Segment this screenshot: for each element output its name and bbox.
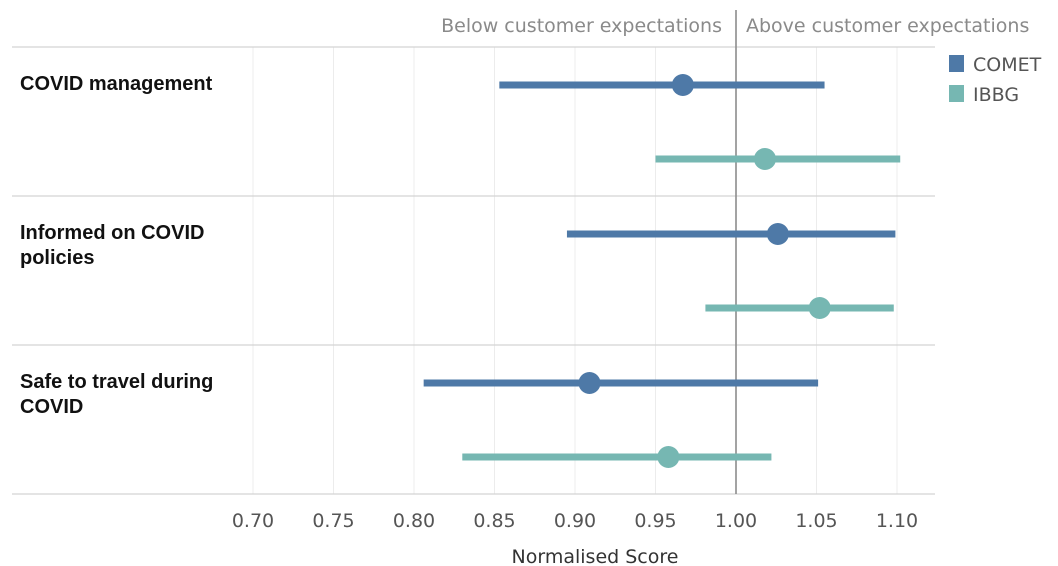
point-ibbg-0: [753, 148, 776, 170]
row-label-1-1: policies: [20, 247, 94, 269]
legend-swatch-comet: [949, 55, 964, 72]
x-tick-0.70: 0.70: [232, 510, 274, 532]
legend-label-comet: COMET: [973, 54, 1042, 76]
x-tick-0.90: 0.90: [554, 510, 596, 532]
legend-label-ibbg: IBBG: [973, 84, 1019, 106]
x-tick-0.85: 0.85: [473, 510, 515, 532]
x-tick-1.00: 1.00: [715, 510, 757, 532]
x-axis-title: Normalised Score: [512, 546, 679, 566]
x-tick-0.75: 0.75: [312, 510, 354, 532]
point-ibbg-2: [657, 446, 680, 468]
legend-swatch-ibbg: [949, 85, 964, 102]
row-label-0-0: COVID management: [20, 73, 213, 95]
annotation-below: Below customer expectations: [441, 15, 722, 37]
row-label-1-0: Informed on COVID: [20, 222, 204, 244]
x-tick-1.10: 1.10: [876, 510, 918, 532]
x-tick-1.05: 1.05: [795, 510, 837, 532]
x-tick-0.95: 0.95: [634, 510, 676, 532]
point-comet-0: [671, 74, 694, 96]
point-comet-1: [766, 223, 789, 245]
x-tick-0.80: 0.80: [393, 510, 435, 532]
annotation-above: Above customer expectations: [746, 15, 1029, 37]
row-label-2-1: COVID: [20, 396, 83, 418]
point-comet-2: [578, 372, 601, 394]
row-label-2-0: Safe to travel during: [20, 371, 213, 393]
point-ibbg-1: [808, 297, 831, 319]
